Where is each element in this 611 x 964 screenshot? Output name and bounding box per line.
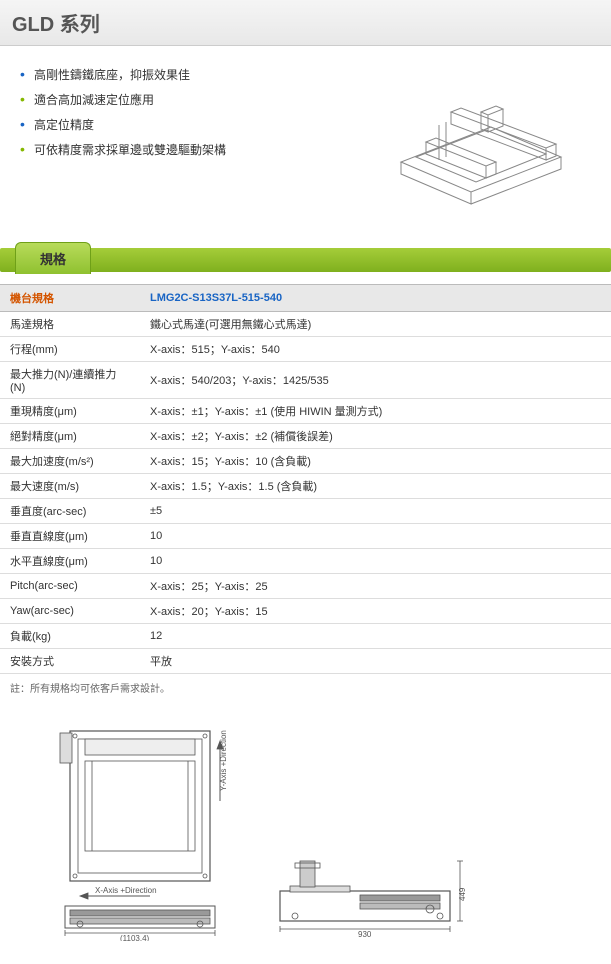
spec-value: 10 [140,549,611,574]
feature-list: 高剛性鑄鐵底座，抑振效果佳 適合高加減速定位應用 高定位精度 可依精度需求採單邊… [20,62,351,212]
side-height-label: 449 [458,887,467,901]
x-axis-label: X-Axis +Direction [95,886,157,895]
tab-spec[interactable]: 規格 [15,242,91,274]
spec-value: X-axis：25；Y-axis：25 [140,574,611,599]
spec-label: Yaw(arc-sec) [0,599,140,624]
table-row: 負載(kg)12 [0,624,611,649]
spec-label: 最大速度(m/s) [0,474,140,499]
feature-item: 高剛性鑄鐵底座，抑振效果佳 [20,62,351,87]
table-row: 水平直線度(μm)10 [0,549,611,574]
side-width-label: 930 [358,930,372,939]
machine-3d-illustration [371,62,591,212]
title-bar: GLD 系列 [0,0,611,46]
spec-label: Pitch(arc-sec) [0,574,140,599]
spec-label: 最大推力(N)/連續推力(N) [0,362,140,399]
y-axis-label: Y-Axis +Direction [219,730,228,791]
spec-label: 垂直度(arc-sec) [0,499,140,524]
spec-label: 水平直線度(μm) [0,549,140,574]
width-label: (1103.4) [120,934,150,941]
spec-value: 10 [140,524,611,549]
content-area: 高剛性鑄鐵底座，抑振效果佳 適合高加減速定位應用 高定位精度 可依精度需求採單邊… [0,46,611,228]
spec-label: 絕對精度(μm) [0,424,140,449]
feature-item: 高定位精度 [20,112,351,137]
spec-value: 12 [140,624,611,649]
table-row: 最大加速度(m/s²)X-axis：15；Y-axis：10 (含負載) [0,449,611,474]
table-row: Pitch(arc-sec)X-axis：25；Y-axis：25 [0,574,611,599]
spec-header-model: LMG2C-S13S37L-515-540 [140,285,611,312]
spec-value: X-axis：15；Y-axis：10 (含負載) [140,449,611,474]
spec-value: X-axis：±1；Y-axis：±1 (使用 HIWIN 量測方式) [140,399,611,424]
table-row: 最大推力(N)/連續推力(N)X-axis：540/203；Y-axis：142… [0,362,611,399]
technical-drawings: Y-Axis +Direction X-Axis +Direction (110… [0,701,611,964]
table-row: 垂直度(arc-sec)±5 [0,499,611,524]
table-row: Yaw(arc-sec)X-axis：20；Y-axis：15 [0,599,611,624]
spec-value: X-axis：20；Y-axis：15 [140,599,611,624]
spec-label: 最大加速度(m/s²) [0,449,140,474]
spec-value: X-axis：1.5；Y-axis：1.5 (含負載) [140,474,611,499]
spec-note: 註：所有規格均可依客戶需求設計。 [0,674,611,701]
spec-value: 鐵心式馬達(可選用無鐵心式馬達) [140,312,611,337]
table-row: 安裝方式平放 [0,649,611,674]
spec-label: 重現精度(μm) [0,399,140,424]
spec-label: 安裝方式 [0,649,140,674]
spec-label: 負載(kg) [0,624,140,649]
spec-value: X-axis：540/203；Y-axis：1425/535 [140,362,611,399]
table-row: 行程(mm)X-axis：515；Y-axis：540 [0,337,611,362]
page-title: GLD 系列 [12,8,599,37]
feature-item: 適合高加減速定位應用 [20,87,351,112]
top-view-drawing: Y-Axis +Direction X-Axis +Direction (110… [40,721,250,944]
spec-header-label: 機台規格 [0,285,140,312]
spec-label: 馬達規格 [0,312,140,337]
spec-label: 行程(mm) [0,337,140,362]
spec-label: 垂直直線度(μm) [0,524,140,549]
table-row: 最大速度(m/s)X-axis：1.5；Y-axis：1.5 (含負載) [0,474,611,499]
spec-section: 規格 機台規格 LMG2C-S13S37L-515-540 馬達規格鐵心式馬達(… [0,248,611,701]
spec-table: 機台規格 LMG2C-S13S37L-515-540 馬達規格鐵心式馬達(可選用… [0,284,611,674]
feature-item: 可依精度需求採單邊或雙邊驅動架構 [20,137,351,162]
table-row: 絕對精度(μm)X-axis：±2；Y-axis：±2 (補償後誤差) [0,424,611,449]
spec-value: 平放 [140,649,611,674]
table-row: 馬達規格鐵心式馬達(可選用無鐵心式馬達) [0,312,611,337]
table-row: 垂直直線度(μm)10 [0,524,611,549]
spec-value: X-axis：±2；Y-axis：±2 (補償後誤差) [140,424,611,449]
table-row: 重現精度(μm)X-axis：±1；Y-axis：±1 (使用 HIWIN 量測… [0,399,611,424]
spec-value: X-axis：515；Y-axis：540 [140,337,611,362]
spec-value: ±5 [140,499,611,524]
side-view-drawing: 930 449 [270,841,480,944]
tab-bar: 規格 [0,248,611,272]
